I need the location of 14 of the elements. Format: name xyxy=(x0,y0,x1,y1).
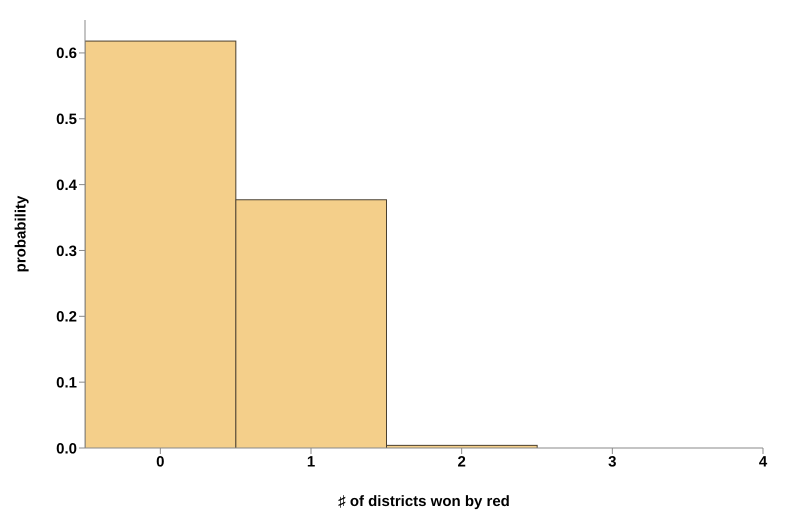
y-tick-label: 0.6 xyxy=(56,45,77,62)
x-tick-label: 0 xyxy=(156,454,165,471)
x-tick-label: 1 xyxy=(306,454,316,471)
y-axis-title: probability xyxy=(12,195,30,272)
x-tick-label: 2 xyxy=(457,454,466,471)
y-tick-label: 0.4 xyxy=(56,176,78,194)
y-tick-label: 0.0 xyxy=(56,440,77,458)
x-tick-label: 3 xyxy=(608,454,617,471)
y-tick-label: 0.1 xyxy=(56,374,77,392)
y-tick-label: 0.2 xyxy=(56,308,77,326)
y-tick-label: 0.5 xyxy=(56,111,77,128)
x-axis-title: ♯ of districts won by red xyxy=(338,493,510,510)
y-tick-label: 0.3 xyxy=(56,242,77,260)
x-tick-label: 4 xyxy=(758,454,768,471)
